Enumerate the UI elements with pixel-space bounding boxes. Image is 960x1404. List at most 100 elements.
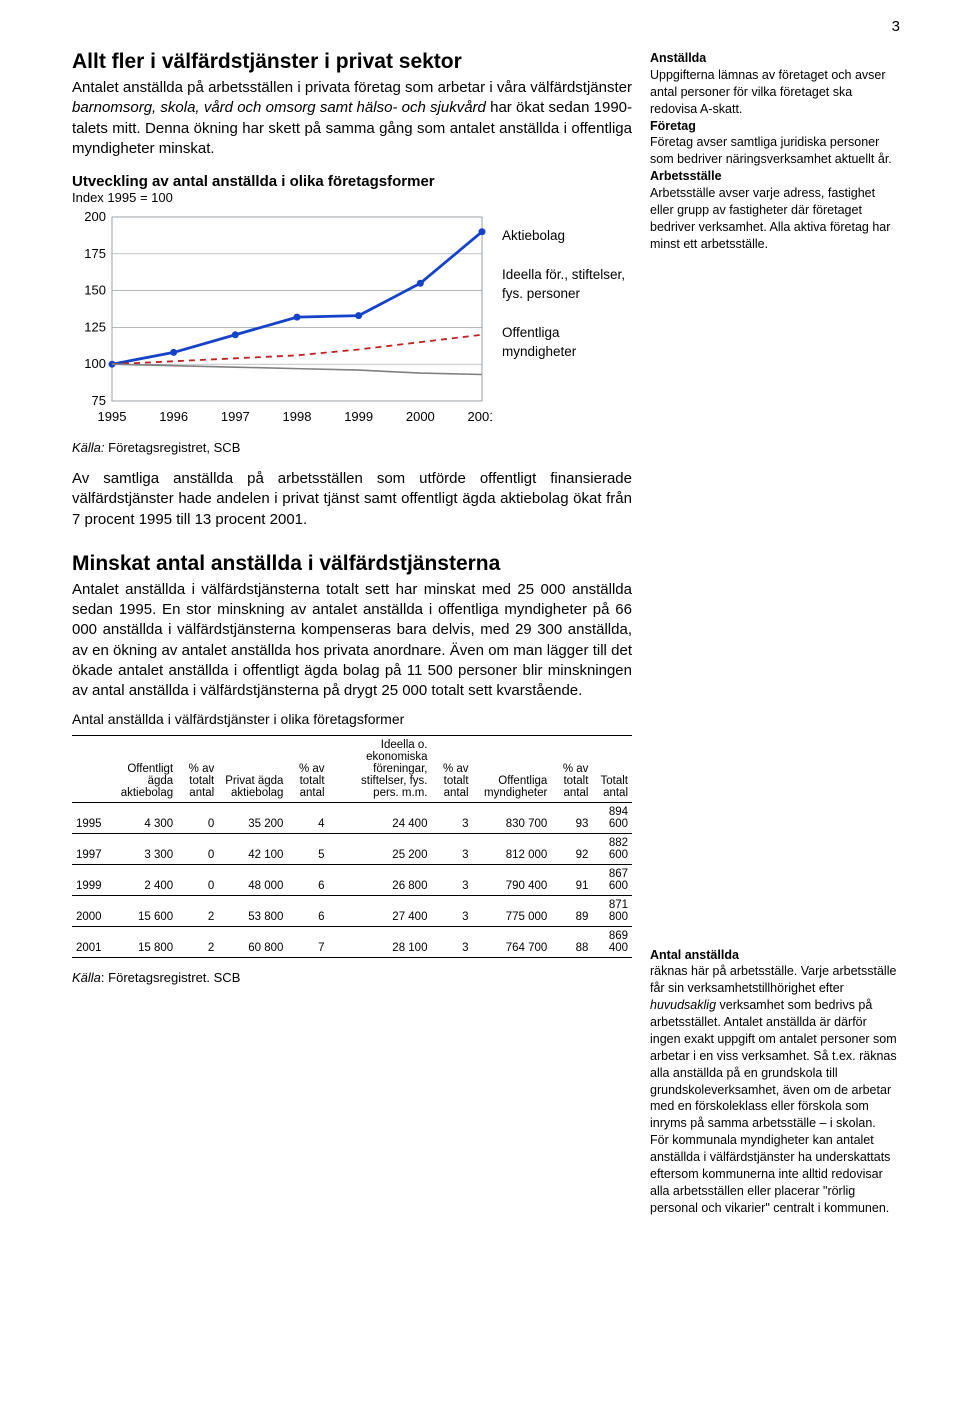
main-column: Allt fler i välfärdstjänster i privat se… [72,50,632,1231]
table-row: 200015 600253 800627 4003775 00089871 80… [72,896,632,927]
table-cell: 2001 [72,927,106,958]
table-source-text: : Företagsregistret. SCB [101,970,240,985]
table-cell: 1995 [72,803,106,834]
side-h-antal: Antal anställda [650,948,739,962]
table-cell: 3 [431,865,472,896]
table-header-row: Offentligt ägda aktiebolag % av totalt a… [72,736,632,803]
side-block-definitions: Anställda Uppgifterna lämnas av företage… [650,50,900,253]
table-cell: 53 800 [218,896,287,927]
svg-text:100: 100 [84,356,106,371]
table-row: 19954 300035 200424 4003830 70093894 600 [72,803,632,834]
table-cell: 3 300 [106,834,178,865]
table-cell: 6 [287,896,328,927]
chart-svg-wrap: 7510012515017520019951996199719981999200… [72,209,492,434]
side-spacer [650,267,900,947]
table-cell: 3 [431,834,472,865]
side-t-antal-post: verksamhet som bedrivs på arbetsstället.… [650,998,897,1130]
side-t-foretag: Företag avser samtliga juridiska persone… [650,135,892,166]
side-t-antal-pre: räknas här på arbetsställe. Varje arbets… [650,964,896,995]
th-c1: Offentligt ägda aktiebolag [106,736,178,803]
table-cell: 93 [551,803,592,834]
side-h-foretag: Företag [650,119,696,133]
table-cell: 15 600 [106,896,178,927]
side-block-antal: Antal anställda räknas här på arbetsstäl… [650,947,900,1217]
table-cell: 2 400 [106,865,178,896]
side-column: Anställda Uppgifterna lämnas av företage… [650,50,900,1231]
section2-para: Antalet anställda i välfärdstjänsterna t… [72,580,632,702]
table-cell: 1999 [72,865,106,896]
table-cell: 2 [177,896,218,927]
line-chart: 7510012515017520019951996199719981999200… [72,209,492,429]
table-cell: 42 100 [218,834,287,865]
table-cell: 27 400 [329,896,432,927]
table-cell: 894 600 [592,803,632,834]
table-cell: 3 [431,896,472,927]
chart-title: Utveckling av antal anställda i olika fö… [72,173,632,190]
section1-para: Antalet anställda på arbetsställen i pri… [72,78,632,159]
table-cell: 764 700 [473,927,552,958]
th-c6: % av totalt antal [431,736,472,803]
table-cell: 0 [177,834,218,865]
table-row: 200115 800260 800728 1003764 70088869 40… [72,927,632,958]
legend-aktiebolag: Aktiebolag [502,227,632,246]
legend-ideella: Ideella för., stiftelser, fys. personer [502,266,632,304]
table-cell: 88 [551,927,592,958]
side-h-anstallda: Anställda [650,51,706,65]
chart-legend: Aktiebolag Ideella för., stiftelser, fys… [502,209,632,381]
side-t-arbetsstalle: Arbetsställe avser varje adress, fastigh… [650,186,890,251]
table-cell: 0 [177,865,218,896]
table-cell: 4 300 [106,803,178,834]
svg-text:75: 75 [92,393,106,408]
th-c7: Offentliga myndigheter [473,736,552,803]
page-number: 3 [892,18,900,35]
chart-source-text: Företagsregistret, SCB [105,440,241,455]
svg-text:1995: 1995 [98,409,127,424]
chart-subtitle: Index 1995 = 100 [72,190,632,205]
svg-text:1998: 1998 [283,409,312,424]
chart-source: Källa: Företagsregistret, SCB [72,440,632,455]
table-cell: 24 400 [329,803,432,834]
th-c8: % av totalt antal [551,736,592,803]
page-content: Allt fler i välfärdstjänster i privat se… [0,0,960,1261]
side-t-antal-ital: huvudsaklig [650,998,716,1012]
svg-text:2001: 2001 [468,409,492,424]
table-cell: 92 [551,834,592,865]
table-cell: 4 [287,803,328,834]
table-cell: 25 200 [329,834,432,865]
table-cell: 15 800 [106,927,178,958]
table-cell: 91 [551,865,592,896]
table-cell: 2 [177,927,218,958]
legend-offentliga: Offentliga myndigheter [502,324,632,362]
svg-text:150: 150 [84,283,106,298]
svg-text:125: 125 [84,319,106,334]
section2-title: Minskat antal anställda i välfärdstjänst… [72,552,632,576]
th-c9: Totalt antal [592,736,632,803]
table-cell: 871 800 [592,896,632,927]
side-t-antal-2: För kommunala myndigheter kan antalet an… [650,1133,890,1215]
side-t-anstallda: Uppgifterna lämnas av företaget och avse… [650,68,886,116]
table-cell: 830 700 [473,803,552,834]
table-cell: 790 400 [473,865,552,896]
table-title: Antal anställda i välfärdstjänster i oli… [72,711,632,727]
table-cell: 3 [431,803,472,834]
svg-text:175: 175 [84,246,106,261]
table-row: 19973 300042 100525 2003812 00092882 600 [72,834,632,865]
side-h-arbetsstalle: Arbetsställe [650,169,722,183]
table-cell: 60 800 [218,927,287,958]
table-cell: 48 000 [218,865,287,896]
table-cell: 26 800 [329,865,432,896]
th-year [72,736,106,803]
th-c2: % av totalt antal [177,736,218,803]
table-row: 19992 400048 000626 8003790 40091867 600 [72,865,632,896]
table-cell: 6 [287,865,328,896]
table-cell: 7 [287,927,328,958]
table-cell: 89 [551,896,592,927]
table-cell: 867 600 [592,865,632,896]
chart-container: 7510012515017520019951996199719981999200… [72,209,632,434]
table-cell: 5 [287,834,328,865]
table-cell: 812 000 [473,834,552,865]
th-c3: Privat ägda aktiebolag [218,736,287,803]
table-cell: 1997 [72,834,106,865]
svg-text:1997: 1997 [221,409,250,424]
table-cell: 2000 [72,896,106,927]
